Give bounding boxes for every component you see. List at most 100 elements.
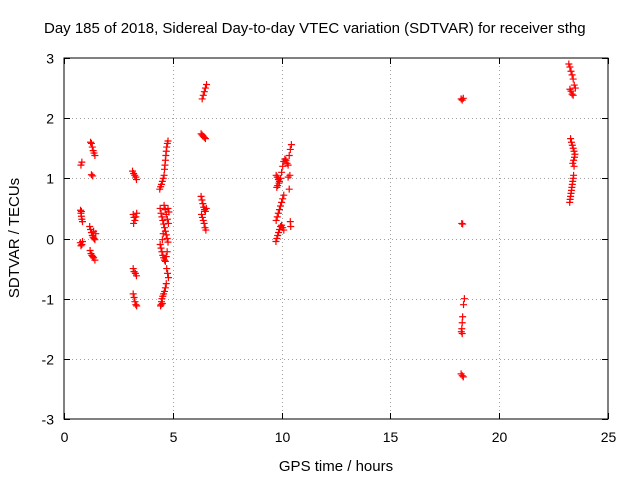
data-point bbox=[158, 236, 166, 244]
data-point bbox=[201, 84, 209, 92]
data-point bbox=[570, 153, 578, 161]
data-point bbox=[569, 144, 577, 152]
data-point bbox=[280, 226, 288, 234]
data-point bbox=[164, 137, 172, 145]
data-point bbox=[159, 216, 167, 224]
data-point bbox=[567, 135, 575, 143]
data-point bbox=[78, 238, 86, 246]
data-point bbox=[569, 75, 577, 83]
data-point bbox=[90, 227, 98, 235]
data-point bbox=[162, 210, 170, 218]
axis-ticks bbox=[64, 58, 609, 420]
data-point bbox=[277, 202, 285, 210]
data-point bbox=[164, 238, 172, 246]
y-tick-label: -1 bbox=[42, 292, 55, 308]
data-point bbox=[201, 135, 209, 143]
grid-lines bbox=[64, 58, 608, 419]
data-point bbox=[160, 201, 168, 209]
data-point bbox=[131, 298, 139, 306]
chart-title: Day 185 of 2018, Sidereal Day-to-day VTE… bbox=[44, 20, 586, 37]
data-point bbox=[132, 301, 140, 309]
data-point bbox=[460, 295, 468, 303]
data-point bbox=[458, 372, 466, 380]
data-point bbox=[86, 222, 94, 230]
data-point bbox=[87, 139, 95, 147]
data-point bbox=[90, 235, 98, 242]
data-point bbox=[161, 257, 169, 265]
data-point bbox=[156, 204, 164, 212]
data-point bbox=[161, 284, 169, 292]
data-point bbox=[158, 299, 166, 307]
data-point bbox=[200, 219, 208, 227]
y-tick-labels: -3 -2 -1 0 1 2 3 bbox=[42, 51, 55, 428]
data-point bbox=[277, 174, 285, 182]
data-point bbox=[287, 222, 295, 230]
data-point bbox=[570, 162, 578, 170]
x-tick-label: 10 bbox=[275, 429, 291, 445]
data-point bbox=[287, 141, 295, 149]
data-point bbox=[158, 213, 166, 221]
data-point bbox=[164, 269, 172, 277]
data-point bbox=[460, 301, 468, 309]
data-point bbox=[569, 91, 577, 99]
data-point bbox=[274, 209, 282, 217]
data-point bbox=[163, 235, 171, 242]
data-point bbox=[459, 313, 467, 321]
data-point bbox=[162, 231, 170, 239]
data-point bbox=[570, 147, 578, 155]
data-point bbox=[285, 151, 293, 159]
data-point bbox=[199, 216, 207, 224]
data-point bbox=[163, 143, 171, 151]
data-point bbox=[133, 209, 141, 217]
data-point bbox=[571, 84, 579, 92]
data-point bbox=[91, 151, 99, 159]
data-point bbox=[201, 207, 209, 215]
y-tick-label: 2 bbox=[46, 111, 54, 127]
data-point bbox=[131, 216, 139, 224]
data-point bbox=[89, 172, 97, 180]
x-tick-label: 0 bbox=[61, 429, 69, 445]
data-point bbox=[459, 373, 467, 381]
data-point bbox=[199, 91, 207, 99]
data-point bbox=[159, 230, 167, 238]
data-point bbox=[159, 174, 167, 182]
data-point bbox=[163, 215, 171, 223]
data-point bbox=[163, 248, 171, 256]
y-tick-label: 3 bbox=[46, 51, 54, 67]
data-point bbox=[567, 138, 575, 146]
data-point bbox=[278, 198, 286, 206]
data-point bbox=[158, 177, 166, 185]
data-point bbox=[132, 213, 140, 221]
data-point bbox=[89, 253, 97, 261]
data-point bbox=[568, 90, 576, 98]
data-point bbox=[77, 242, 85, 250]
data-point bbox=[160, 171, 168, 179]
data-point bbox=[164, 219, 172, 227]
data-point bbox=[130, 219, 138, 227]
data-point bbox=[272, 238, 280, 246]
data-point bbox=[202, 204, 210, 212]
data-point bbox=[286, 145, 294, 153]
data-point bbox=[568, 141, 576, 149]
x-axis-label: GPS time / hours bbox=[279, 458, 393, 475]
data-point bbox=[198, 210, 206, 218]
data-point bbox=[78, 218, 86, 226]
data-point bbox=[202, 226, 210, 234]
data-point bbox=[198, 95, 206, 103]
data-point bbox=[280, 191, 288, 199]
data-point bbox=[198, 213, 206, 221]
data-point bbox=[160, 220, 168, 228]
data-point bbox=[133, 302, 141, 310]
x-tick-label: 15 bbox=[383, 429, 399, 445]
data-point bbox=[275, 228, 283, 236]
data-point bbox=[87, 171, 95, 179]
data-points bbox=[76, 60, 579, 381]
data-point bbox=[275, 179, 283, 187]
data-point bbox=[162, 280, 170, 288]
y-tick-label: 1 bbox=[46, 171, 54, 187]
data-point bbox=[282, 156, 290, 164]
data-point bbox=[567, 87, 575, 95]
data-point bbox=[566, 198, 574, 206]
x-tick-label: 20 bbox=[492, 429, 508, 445]
